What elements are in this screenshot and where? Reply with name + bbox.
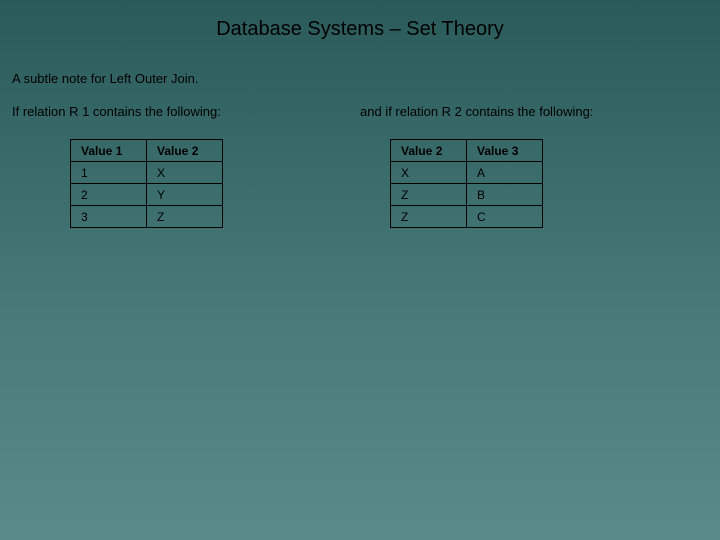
left-lead-text: If relation R 1 contains the following: bbox=[12, 104, 360, 119]
table-cell: Y bbox=[147, 184, 223, 206]
table-cell: C bbox=[467, 206, 543, 228]
table-row: X A bbox=[391, 162, 543, 184]
table-cell: A bbox=[467, 162, 543, 184]
table-row: 1 X bbox=[71, 162, 223, 184]
left-column: If relation R 1 contains the following: … bbox=[0, 104, 360, 228]
table-header-cell: Value 1 bbox=[71, 140, 147, 162]
table-r2: Value 2 Value 3 X A Z B Z C bbox=[390, 139, 543, 228]
table-cell: X bbox=[147, 162, 223, 184]
slide-title: Database Systems – Set Theory bbox=[0, 0, 720, 41]
table-row: 3 Z bbox=[71, 206, 223, 228]
table-row: Value 2 Value 3 bbox=[391, 140, 543, 162]
table-row: Z B bbox=[391, 184, 543, 206]
table-r1: Value 1 Value 2 1 X 2 Y 3 Z bbox=[70, 139, 223, 228]
content-columns: If relation R 1 contains the following: … bbox=[0, 104, 720, 228]
slide-subtitle: A subtle note for Left Outer Join. bbox=[12, 71, 720, 86]
table-header-cell: Value 3 bbox=[467, 140, 543, 162]
right-lead-text: and if relation R 2 contains the followi… bbox=[360, 104, 720, 119]
table-row: Z C bbox=[391, 206, 543, 228]
table-cell: 1 bbox=[71, 162, 147, 184]
table-header-cell: Value 2 bbox=[391, 140, 467, 162]
table-cell: Z bbox=[147, 206, 223, 228]
table-header-cell: Value 2 bbox=[147, 140, 223, 162]
table-cell: 2 bbox=[71, 184, 147, 206]
table-cell: Z bbox=[391, 206, 467, 228]
table-row: 2 Y bbox=[71, 184, 223, 206]
table-cell: Z bbox=[391, 184, 467, 206]
table-row: Value 1 Value 2 bbox=[71, 140, 223, 162]
table-cell: B bbox=[467, 184, 543, 206]
table-cell: X bbox=[391, 162, 467, 184]
table-cell: 3 bbox=[71, 206, 147, 228]
right-column: and if relation R 2 contains the followi… bbox=[360, 104, 720, 228]
